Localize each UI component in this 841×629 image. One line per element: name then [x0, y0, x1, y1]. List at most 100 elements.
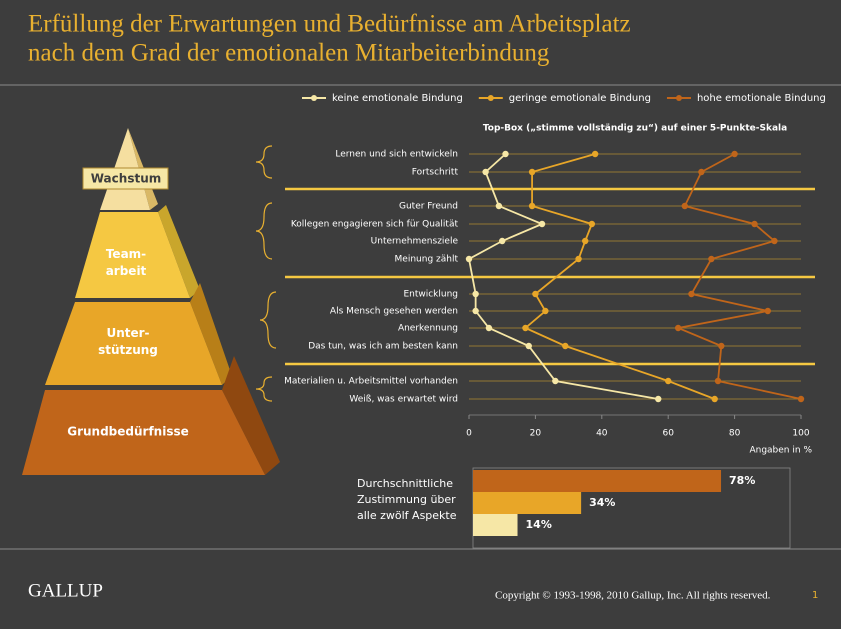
page-number: 1 — [812, 590, 818, 601]
legend-label: keine emotionale Bindung — [332, 93, 463, 104]
braces — [255, 145, 277, 402]
pyramid-label: arbeit — [106, 264, 147, 278]
point — [465, 255, 473, 263]
bar — [473, 470, 722, 492]
point — [522, 324, 529, 332]
point — [542, 307, 549, 315]
point — [525, 342, 532, 350]
pyramid-label: Team- — [106, 247, 146, 261]
x-tick-label: 0 — [466, 429, 472, 439]
bar — [473, 514, 518, 536]
point — [528, 202, 536, 210]
category-label: Weiß, was erwartet wird — [349, 395, 458, 405]
point — [499, 237, 506, 245]
title-line: nach dem Grad der emotionalen Mitarbeite… — [28, 40, 550, 67]
pyramid-level — [22, 390, 265, 475]
point — [575, 255, 582, 263]
point — [751, 220, 758, 228]
pyramid-side — [190, 283, 232, 385]
category-label: Unternehmensziele — [371, 237, 459, 247]
point — [688, 290, 695, 298]
point — [698, 168, 705, 176]
category-label: Meinung zählt — [395, 255, 459, 265]
pyramid-labels: Wachstum Team-arbeit Unter-stützung Grundbe… — [67, 172, 189, 439]
pyramid-level — [45, 302, 222, 385]
bar-value-label: 78% — [729, 474, 755, 487]
legend-label: geringe emotionale Bindung — [509, 93, 651, 104]
pyramid-label: Unter- — [106, 326, 149, 340]
pyramid-label: Grundbedürfnisse — [67, 425, 189, 439]
brace — [255, 145, 273, 179]
pyramid-label: stützung — [98, 343, 158, 357]
line-chart: Top-Box („stimme vollständig zu“) auf ei… — [284, 93, 826, 456]
pyramid-side — [158, 205, 200, 298]
point — [681, 202, 688, 210]
title-line: Erfüllung der Erwartungen und Bedürfniss… — [28, 11, 631, 38]
point — [582, 237, 589, 245]
copyright: Copyright © 1993-1998, 2010 Gallup, Inc.… — [495, 590, 771, 602]
category-label: Materialien u. Arbeitsmittel vorhanden — [284, 377, 458, 387]
x-tick-label: 20 — [530, 429, 542, 439]
series-line — [675, 153, 802, 400]
point — [538, 220, 546, 228]
point — [797, 395, 805, 403]
point — [472, 290, 479, 298]
label-box — [82, 167, 169, 190]
brace — [255, 376, 273, 402]
bar-caption: alle zwölf Aspekte — [357, 509, 457, 522]
x-tick-label: 40 — [596, 429, 608, 439]
point — [591, 150, 599, 158]
point — [731, 150, 738, 158]
point — [502, 150, 509, 158]
point — [714, 377, 722, 385]
point — [562, 342, 569, 350]
series-line — [467, 153, 659, 400]
point — [655, 395, 662, 403]
category-label: Kollegen engagieren sich für Qualität — [291, 220, 459, 230]
x-axis-label: Angaben in % — [749, 446, 812, 456]
logo: GALLUP — [28, 580, 103, 601]
pyramid-level — [75, 212, 190, 298]
category-label: Das tun, was ich am besten kann — [308, 342, 458, 352]
category-label: Lernen und sich entwickeln — [335, 150, 458, 160]
point — [532, 290, 539, 298]
bar-value-label: 34% — [589, 496, 615, 509]
x-tick-label: 60 — [662, 429, 674, 439]
brace — [255, 202, 273, 260]
category-label: Fortschritt — [412, 168, 459, 178]
pyramid-side — [222, 356, 280, 475]
bar-value-label: 14% — [526, 518, 552, 531]
point — [485, 324, 493, 332]
brace — [259, 291, 277, 349]
legend-marker — [487, 95, 494, 101]
point — [718, 342, 725, 350]
legend-label: hohe emotionale Bindung — [697, 93, 826, 104]
point — [588, 220, 596, 228]
point — [472, 307, 479, 315]
point — [495, 202, 503, 210]
point — [764, 307, 771, 315]
bar-caption: Zustimmung über — [357, 493, 456, 506]
pyramid-label: Wachstum — [91, 172, 162, 186]
point — [771, 237, 778, 245]
point — [674, 324, 682, 332]
legend-marker — [675, 95, 682, 101]
category-label: Als Mensch gesehen werden — [330, 307, 458, 317]
x-tick-label: 100 — [792, 429, 809, 439]
bar — [473, 492, 582, 514]
bar-caption: Durchschnittliche — [357, 477, 453, 490]
point — [552, 377, 559, 385]
point — [482, 168, 489, 176]
series-line — [523, 153, 716, 400]
category-label: Entwicklung — [403, 290, 458, 300]
point — [528, 168, 536, 176]
point — [711, 395, 718, 403]
x-tick-label: 80 — [729, 429, 741, 439]
summary-bars: Durchschnittliche Zustimmung über alle zwö… — [357, 467, 791, 549]
category-label: Guter Freund — [399, 202, 458, 212]
legend-marker — [311, 95, 317, 101]
category-label: Anerkennung — [398, 324, 458, 334]
point — [708, 255, 715, 263]
